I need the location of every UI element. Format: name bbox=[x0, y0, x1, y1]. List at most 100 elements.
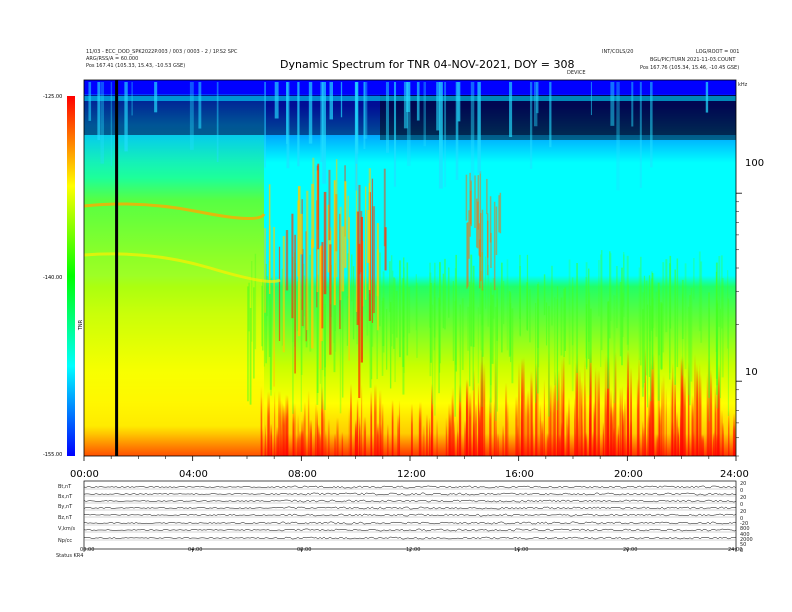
green-streak bbox=[621, 267, 623, 366]
green-streak bbox=[438, 297, 440, 394]
green-streak bbox=[494, 306, 497, 421]
burst-streak bbox=[560, 384, 562, 456]
burst-streak bbox=[376, 427, 379, 456]
burst-streak bbox=[582, 417, 584, 456]
burst-streak bbox=[563, 353, 565, 456]
green-streak bbox=[391, 270, 394, 334]
green-streak bbox=[548, 305, 550, 417]
burst-streak bbox=[422, 424, 425, 456]
storm-streak bbox=[311, 239, 314, 349]
y-tick-label-100: 100 bbox=[745, 158, 765, 169]
cyan-streak bbox=[705, 82, 709, 113]
green-streak bbox=[300, 299, 303, 375]
green-streak bbox=[662, 262, 665, 353]
green-streak bbox=[431, 304, 434, 405]
green-streak bbox=[563, 289, 565, 357]
burst-streak bbox=[611, 406, 614, 456]
green-streak bbox=[254, 253, 257, 350]
burst-streak bbox=[556, 377, 558, 456]
green-streak bbox=[658, 289, 660, 356]
storm-streak bbox=[344, 181, 347, 268]
storm-streak bbox=[368, 183, 371, 291]
y-ticks bbox=[736, 192, 742, 457]
panel-x-tick-4: 16:00 bbox=[514, 547, 529, 553]
storm-streak bbox=[347, 195, 349, 239]
burst-streak bbox=[477, 382, 480, 456]
storm-streak bbox=[372, 206, 376, 314]
green-streak bbox=[395, 290, 398, 338]
cyan-streak bbox=[308, 82, 313, 144]
burst-streak bbox=[622, 408, 625, 456]
burst-streak bbox=[318, 431, 320, 456]
cyan-streak bbox=[110, 82, 113, 167]
panel-scale-8: 400 bbox=[740, 532, 750, 538]
storm-streak bbox=[311, 183, 314, 249]
storm-streak bbox=[294, 234, 297, 374]
green-streak bbox=[496, 287, 498, 341]
panel-traces bbox=[83, 485, 737, 552]
green-streak bbox=[502, 281, 505, 325]
burst-streak bbox=[658, 405, 662, 456]
burst-streak bbox=[717, 376, 720, 456]
burst-streak bbox=[267, 391, 270, 456]
storm-streak bbox=[301, 248, 304, 327]
early-ridge-2 bbox=[84, 252, 281, 283]
burst-streak bbox=[436, 418, 438, 456]
burst-streak bbox=[642, 420, 644, 456]
green-streak bbox=[589, 292, 591, 396]
green-streak bbox=[247, 286, 249, 402]
burst-streak bbox=[657, 372, 661, 456]
cyan-streak bbox=[286, 82, 288, 144]
burst-streak bbox=[341, 431, 344, 456]
burst-streak bbox=[317, 424, 319, 456]
green-streak bbox=[439, 261, 441, 306]
cyan-streak bbox=[88, 82, 92, 121]
burst-streak bbox=[612, 427, 615, 456]
burst-streak bbox=[282, 402, 284, 456]
colorbar-top-label: -125.00 bbox=[43, 94, 63, 100]
green-streak bbox=[600, 254, 602, 367]
burst-streak bbox=[489, 396, 492, 456]
burst-streak bbox=[297, 414, 299, 456]
green-streak bbox=[601, 250, 603, 351]
cyan-streak bbox=[354, 82, 358, 191]
burst-streak bbox=[468, 392, 472, 456]
burst-streak bbox=[557, 369, 560, 456]
burst-streak bbox=[283, 405, 286, 456]
cyan-streak bbox=[189, 82, 194, 150]
x-tick-label-5: 20:00 bbox=[614, 469, 643, 480]
green-streak bbox=[564, 287, 567, 351]
storm-streak bbox=[367, 210, 370, 263]
cyan-streak bbox=[529, 82, 533, 169]
green-streak bbox=[491, 294, 494, 364]
green-streak bbox=[369, 309, 372, 388]
spectrogram-plot bbox=[84, 80, 736, 456]
panel-x-tick-0: 00:00 bbox=[80, 547, 95, 553]
green-streak bbox=[727, 298, 730, 416]
burst-streak bbox=[575, 362, 578, 456]
green-streak bbox=[248, 282, 250, 332]
storm-streak bbox=[339, 206, 342, 301]
green-streak bbox=[480, 271, 483, 351]
green-streak bbox=[265, 263, 267, 364]
burst-patch bbox=[486, 213, 489, 276]
green-streak bbox=[643, 275, 645, 383]
cyan-streak bbox=[477, 82, 481, 174]
burst-streak bbox=[472, 369, 475, 456]
panel-label-np: Np/cc bbox=[58, 538, 73, 544]
y-tick-label-10: 10 bbox=[745, 367, 758, 378]
burst-streak bbox=[537, 350, 539, 456]
cyan-streak bbox=[329, 82, 334, 120]
storm-streak bbox=[321, 242, 324, 329]
cyan-streak bbox=[590, 82, 592, 116]
green-streak bbox=[613, 295, 616, 404]
panel-label-by: By,nT bbox=[58, 504, 73, 510]
green-streak bbox=[568, 259, 571, 365]
panel-label-v: V,km/s bbox=[58, 526, 76, 532]
panel-scale-11: 0 bbox=[740, 548, 744, 554]
burst-streak bbox=[320, 433, 322, 456]
green-streak bbox=[334, 298, 337, 352]
burst-streak bbox=[636, 378, 639, 456]
green-streak bbox=[642, 292, 644, 388]
burst-streak bbox=[665, 387, 667, 456]
